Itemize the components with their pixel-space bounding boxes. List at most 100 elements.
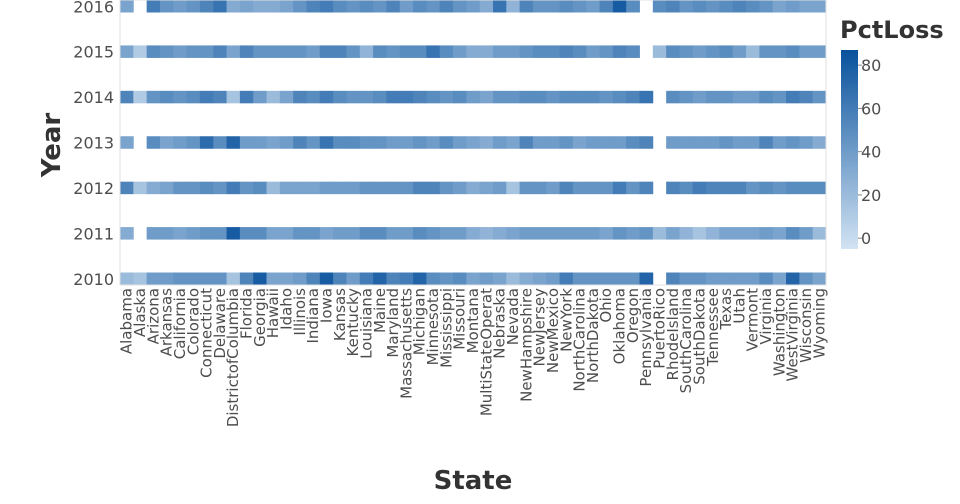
heatmap-cell [599,0,614,13]
heatmap-cell [799,181,814,195]
x-tick-label: Wisconsin [797,288,815,363]
heatmap-cell [293,136,307,149]
x-tick-label: NorthCarolina [571,288,589,392]
x-tick-label: NorthDakota [584,288,602,383]
heatmap-cell [812,45,827,58]
heatmap-cell [159,136,174,149]
heatmap-cell [586,227,600,240]
heatmap-cell [492,181,507,195]
heatmap-cell [772,272,787,285]
heatmap-cell [772,181,787,195]
heatmap-cell [426,136,441,149]
heatmap-cell [186,181,201,195]
heatmap-cell [426,272,441,285]
heatmap-cell [386,181,401,195]
heatmap-cell [772,0,787,13]
heatmap-cell [599,45,614,58]
heatmap-cell [266,0,281,13]
heatmap-cell [572,227,587,240]
heatmap-cell [306,136,321,149]
heatmap-cell [506,90,521,104]
heatmap-cell [266,227,281,240]
x-tick-label: Georgia [251,288,269,347]
heatmap-cell [439,45,454,58]
x-tick-label: Kentucky [344,288,362,357]
heatmap-cell [492,272,507,285]
heatmap-cell [719,272,734,285]
heatmap-cell [759,0,774,13]
colorbar [841,50,858,249]
heatmap-cell [386,272,401,285]
heatmap-cell [479,0,494,13]
heatmap-cell [253,45,267,58]
heatmap-cell [199,227,214,240]
heatmap-cell [572,272,587,285]
heatmap-cell [692,272,707,285]
heatmap-cell [692,45,707,58]
heatmap-cell [759,90,774,104]
x-axis-ticks: AlabamaAlaskaArizonaArkansasCaliforniaCo… [118,288,829,427]
heatmap-cell [213,90,227,104]
heatmap-cell [399,45,414,58]
heatmap-cell [479,227,494,240]
heatmap-cell [306,45,321,58]
heatmap-cell [719,227,734,240]
heatmap-cell [772,227,787,240]
heatmap-cell [279,45,294,58]
x-tick-label: NewYork [557,288,575,352]
heatmap-cell [319,227,334,240]
heatmap-cell [306,0,321,13]
heatmap-cell [213,45,227,58]
heatmap-cell [639,272,654,285]
heatmap-cell [266,90,281,104]
heatmap-cell [253,227,267,240]
heatmap-cell [453,272,467,285]
heatmap-cell [732,227,747,240]
heatmap-cell [679,181,694,195]
heatmap-cell [439,181,454,195]
heatmap-cell [413,45,427,58]
heatmap-cells [120,0,827,285]
heatmap-cell [120,90,134,104]
heatmap-cell [239,272,254,285]
heatmap-cell [386,0,401,13]
heatmap-cell [719,90,734,104]
x-tick-label: WestVirginia [784,288,802,381]
heatmap-cell [466,136,481,149]
heatmap-cell [199,272,214,285]
heatmap-cell [639,90,654,104]
heatmap-cell [319,181,334,195]
heatmap-cell [439,227,454,240]
heatmap-cell [559,227,574,240]
heatmap-cell [532,136,547,149]
heatmap-cell [159,0,174,13]
heatmap-cell [279,90,294,104]
heatmap-cell [759,181,774,195]
x-tick-label: NewHampshire [517,288,535,402]
heatmap-cell [399,90,414,104]
x-tick-label: Missouri [451,288,469,350]
heatmap-cell [532,0,547,13]
heatmap-cell [559,0,574,13]
heatmap-cell [759,272,774,285]
heatmap-cell [746,90,760,104]
heatmap-cell [293,227,307,240]
colorbar-tick-label: 60 [861,99,881,118]
heatmap-cell [706,90,720,104]
heatmap-cell [532,272,547,285]
heatmap-cell [732,0,747,13]
colorbar-tick-label: 20 [861,186,881,205]
heatmap-cell [373,181,387,195]
heatmap-cell [279,227,294,240]
heatmap-cell [319,45,334,58]
heatmap-cell [239,136,254,149]
heatmap-cell [532,227,547,240]
heatmap-cell [786,0,800,13]
heatmap-cell [226,45,241,58]
heatmap-cell [213,136,227,149]
plot-border [119,0,827,286]
heatmap-cell [253,136,267,149]
heatmap-cell [120,0,134,13]
y-tick-label: 2016 [73,0,114,16]
